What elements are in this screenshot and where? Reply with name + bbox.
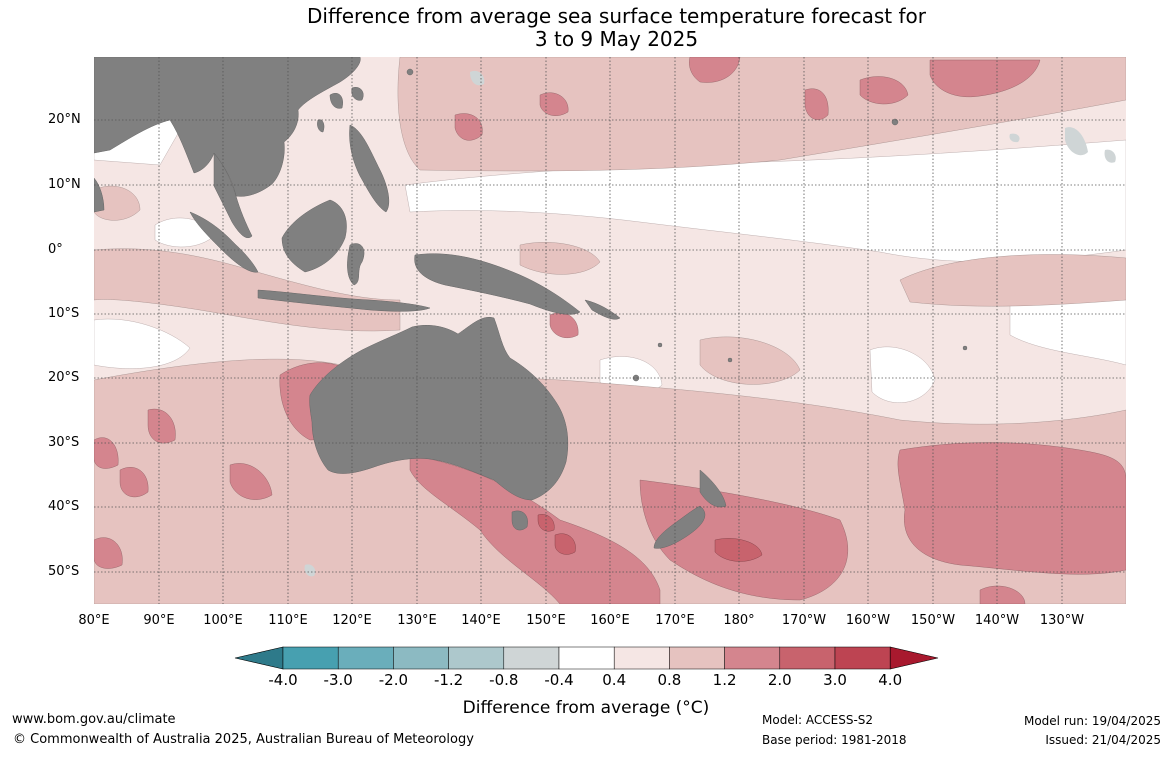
colorbar-swatch — [558, 646, 615, 670]
title-line-2: 3 to 9 May 2025 — [534, 27, 699, 51]
longitude-label: 150°E — [526, 613, 566, 628]
title-line-1: Difference from average sea surface temp… — [306, 4, 926, 28]
colorbar-title: Difference from average (°C) — [462, 698, 710, 718]
latitude-label: 40°S — [48, 499, 80, 514]
latitude-label: 0° — [48, 242, 63, 257]
colorbar-tick-label: -2.0 — [378, 671, 409, 689]
colorbar-tick-label: 0.4 — [602, 671, 627, 689]
footer-model: Model: ACCESS-S2 — [762, 713, 874, 727]
colorbar-swatch — [337, 646, 394, 670]
footer-issued: Issued: 21/04/2025 — [1045, 733, 1161, 747]
colorbar-tick-label: -1.2 — [433, 671, 464, 689]
colorbar-swatch — [282, 646, 339, 670]
latitude-label: 30°S — [48, 435, 80, 450]
colorbar-tick-label: 0.8 — [657, 671, 682, 689]
footer-base-period: Base period: 1981-2018 — [762, 733, 907, 747]
colorbar-tick-label: 1.2 — [712, 671, 737, 689]
footer-copyright: © Commonwealth of Australia 2025, Austra… — [13, 732, 474, 747]
latitude-label: 10°N — [48, 177, 81, 192]
colorbar-tick-label: 3.0 — [823, 671, 847, 689]
colorbar-tick-label: -3.0 — [323, 671, 353, 689]
latitude-label: 20°N — [48, 112, 81, 127]
longitude-label: 120°E — [332, 613, 372, 628]
latitude-label: 50°S — [48, 564, 80, 579]
longitude-label: 170°E — [655, 613, 695, 628]
anomaly-band-2-0 — [537, 514, 763, 562]
longitude-label: 160°W — [845, 613, 891, 628]
longitude-label: 150°W — [910, 613, 956, 628]
longitude-label: 80°E — [78, 613, 110, 628]
colorbar-tick-label: 2.0 — [767, 671, 792, 689]
land-masses — [94, 57, 968, 549]
latitude-label: 20°S — [48, 370, 80, 385]
footer-model-run: Model run: 19/04/2025 — [1023, 714, 1161, 728]
map-title: Difference from average sea surface temp… — [0, 5, 1173, 51]
longitude-label: 140°W — [974, 613, 1020, 628]
footer-url: www.bom.gov.au/climate — [12, 712, 176, 727]
colorbar-swatch — [834, 646, 891, 670]
longitude-label: 140°E — [461, 613, 501, 628]
colorbar-swatch — [393, 646, 449, 670]
longitude-label: 180° — [723, 613, 755, 628]
colorbar-tick-label: -4.0 — [268, 671, 298, 689]
colorbar-swatch — [724, 646, 781, 670]
colorbar-swatch — [613, 646, 670, 670]
longitude-label: 170°W — [781, 613, 827, 628]
colorbar-tick-label: -0.8 — [489, 671, 519, 689]
colorbar-tick-label: 4.0 — [878, 671, 903, 689]
colorbar — [234, 646, 939, 670]
colorbar-tick-label: -0.4 — [544, 671, 574, 689]
map-graticule — [94, 57, 1126, 604]
longitude-label: 130°W — [1039, 613, 1085, 628]
longitude-label: 130°E — [397, 613, 437, 628]
colorbar-extend-high — [889, 646, 939, 670]
anomaly-band-1-2 — [94, 57, 1126, 604]
latitude-label: 10°S — [48, 306, 80, 321]
longitude-label: 90°E — [143, 613, 175, 628]
colorbar-swatch — [779, 646, 836, 670]
anomaly-cool-patches — [304, 70, 1116, 577]
longitude-label: 110°E — [268, 613, 308, 628]
longitude-label: 160°E — [590, 613, 630, 628]
colorbar-swatch — [448, 646, 505, 670]
colorbar-extend-low — [234, 646, 284, 670]
colorbar-swatch — [503, 646, 560, 670]
longitude-label: 100°E — [203, 613, 243, 628]
colorbar-swatch — [669, 646, 725, 670]
